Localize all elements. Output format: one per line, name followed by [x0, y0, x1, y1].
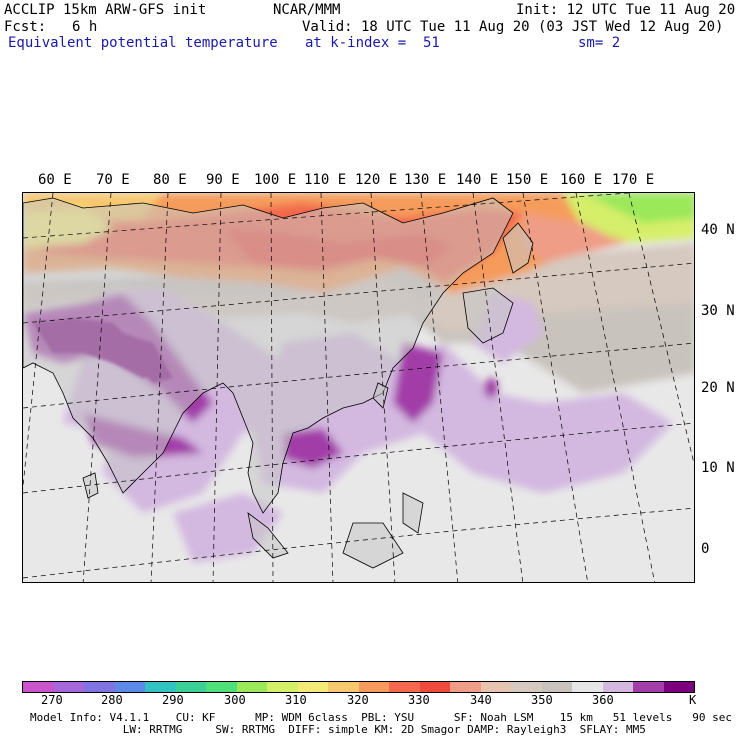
colorbar-segment-20 — [633, 682, 664, 692]
colorbar-segment-17 — [541, 682, 572, 692]
model-info-line1: Model Info: V4.1.1 CU: KF MP: WDM 6class… — [30, 711, 732, 724]
colorbar-tick-280: 280 — [101, 693, 123, 707]
colorbar-segment-12 — [389, 682, 420, 692]
colorbar-tick-340: 340 — [470, 693, 492, 707]
colorbar-segment-5 — [175, 682, 206, 692]
lon-label-60e: 60 E — [38, 172, 72, 188]
colorbar-tick-270: 270 — [41, 693, 63, 707]
colorbar-segment-6 — [206, 682, 237, 692]
lat-label-30n: 30 N — [701, 303, 735, 319]
colorbar — [22, 681, 695, 693]
colorbar-tick-330: 330 — [408, 693, 430, 707]
colorbar-segment-11 — [358, 682, 389, 692]
map-panel[interactable] — [22, 192, 695, 583]
forecast-hour: 6 h — [72, 19, 98, 35]
colorbar-tick-290: 290 — [162, 693, 184, 707]
colorbar-segment-15 — [480, 682, 511, 692]
equivalent-potential-temperature-field — [23, 193, 694, 582]
level-info: at k-index = 51 — [305, 35, 440, 51]
lon-label-70e: 70 E — [96, 172, 130, 188]
lon-label-100e: 100 E — [254, 172, 297, 188]
colorbar-segment-8 — [267, 682, 298, 692]
colorbar-segment-18 — [572, 682, 603, 692]
lon-label-90e: 90 E — [206, 172, 240, 188]
colorbar-segment-16 — [511, 682, 542, 692]
colorbar-tick-350: 350 — [531, 693, 553, 707]
lon-label-140e: 140 E — [456, 172, 499, 188]
field-name: Equivalent potential temperature — [8, 35, 278, 51]
colorbar-segment-19 — [602, 682, 633, 692]
colorbar-segment-1 — [53, 682, 84, 692]
model-info-line2: LW: RRTMG SW: RRTMG DIFF: simple KM: 2D … — [30, 723, 646, 736]
colorbar-segment-14 — [450, 682, 481, 692]
lon-label-80e: 80 E — [153, 172, 187, 188]
colorbar-segment-21 — [663, 682, 694, 692]
colorbar-segment-0 — [23, 682, 54, 692]
lon-label-130e: 130 E — [404, 172, 447, 188]
colorbar-segment-7 — [236, 682, 267, 692]
colorbar-segment-2 — [84, 682, 115, 692]
lon-label-110e: 110 E — [304, 172, 347, 188]
forecast-label: Fcst: — [4, 19, 47, 35]
colorbar-segment-4 — [145, 682, 176, 692]
colorbar-unit: K — [689, 693, 697, 707]
institution-label: NCAR/MMM — [273, 2, 341, 18]
colorbar-segment-10 — [328, 682, 359, 692]
colorbar-tick-360: 360 — [592, 693, 614, 707]
lon-label-120e: 120 E — [355, 172, 398, 188]
lon-label-160e: 160 E — [560, 172, 603, 188]
lat-label-10n: 10 N — [701, 460, 735, 476]
plot-title: ACCLIP 15km ARW-GFS init — [4, 2, 207, 18]
lat-label-40n: 40 N — [701, 222, 735, 238]
lat-label-equator: 0 — [701, 541, 710, 557]
valid-time: Valid: 18 UTC Tue 11 Aug 20 (03 JST Wed … — [302, 19, 724, 35]
colorbar-segment-13 — [419, 682, 450, 692]
colorbar-tick-320: 320 — [347, 693, 369, 707]
colorbar-tick-300: 300 — [224, 693, 246, 707]
colorbar-segment-3 — [114, 682, 145, 692]
lat-label-20n: 20 N — [701, 380, 735, 396]
colorbar-tick-310: 310 — [285, 693, 307, 707]
smoothing-info: sm= 2 — [578, 35, 621, 51]
init-time: Init: 12 UTC Tue 11 Aug 20 — [516, 2, 736, 18]
lon-label-150e: 150 E — [506, 172, 549, 188]
lon-label-170e: 170 E — [612, 172, 655, 188]
colorbar-segment-9 — [297, 682, 328, 692]
